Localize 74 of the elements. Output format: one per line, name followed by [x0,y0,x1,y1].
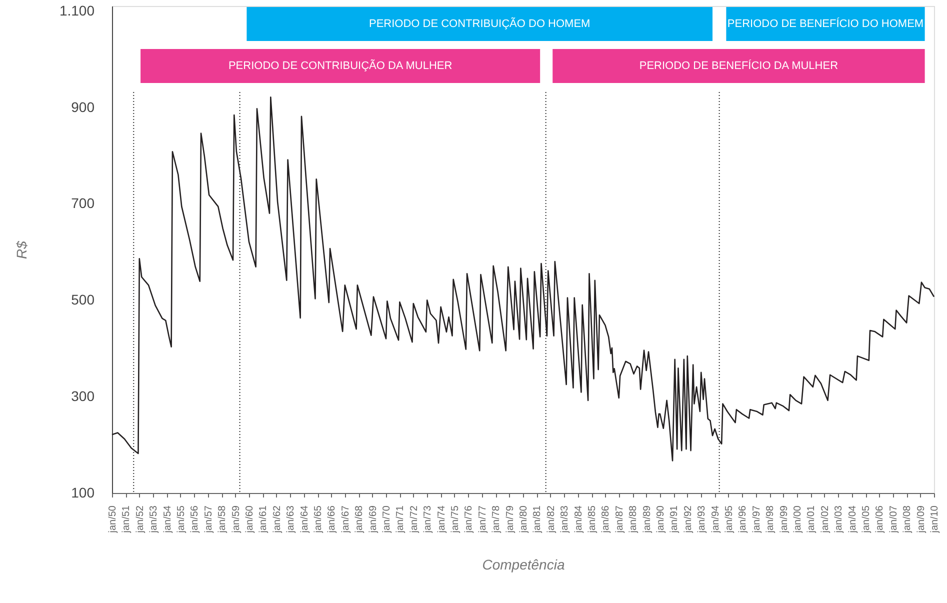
x-tick-label: jan/99 [778,505,790,534]
x-tick-label: jan/76 [464,505,475,534]
y-tick-label: 900 [71,98,95,115]
x-tick-label: jan/81 [532,505,544,534]
x-tick-label: jan/96 [738,505,749,534]
x-tick-label: jan/85 [587,505,598,534]
x-tick-label: jan/78 [491,505,502,534]
band-label: PERIODO DE BENEFÍCIO DO HOMEM [727,17,924,30]
x-tick-label: jan/61 [258,505,270,534]
x-tick-label: jan/83 [560,505,571,534]
x-tick-label: jan/56 [190,505,201,534]
x-tick-label: jan/03 [834,505,845,534]
x-tick-label: jan/97 [751,505,762,534]
x-axis-title: Competência [482,556,565,573]
x-tick-label: jan/06 [874,505,886,534]
x-tick-label: jan/70 [382,505,392,534]
x-tick-label: jan/90 [656,505,666,534]
x-tick-label: jan/75 [450,505,461,534]
x-tick-label: jan/74 [436,505,448,534]
x-tick-label: jan/08 [902,505,914,534]
x-tick-label: jan/82 [546,505,557,534]
band-label: PERIODO DE CONTRIBUIÇÃO DO HOMEM [368,17,590,30]
x-tick-label: jan/80 [518,505,530,534]
x-tick-label: jan/58 [217,505,228,534]
x-tick-label: jan/72 [408,505,420,534]
x-tick-label: jan/98 [765,505,776,534]
y-tick-label: 300 [71,388,95,404]
x-tick-label: jan/87 [614,505,626,534]
x-tick-label: jan/73 [422,505,434,534]
x-tick-label: jan/59 [230,505,242,534]
x-tick-label: jan/94 [710,505,722,534]
x-tick-label: jan/52 [134,505,146,534]
y-tick-label: 500 [71,292,95,308]
x-tick-label: jan/71 [395,505,406,534]
x-tick-label: jan/53 [148,505,160,534]
x-tick-label: jan/84 [573,505,584,534]
x-tick-label: jan/57 [203,505,214,534]
x-tick-label: jan/91 [669,505,680,534]
x-tick-label: jan/95 [724,505,735,534]
x-tick-label: jan/64 [299,505,310,534]
x-tick-label: jan/54 [162,505,174,534]
x-tick-label: jan/10 [930,505,940,534]
x-tick-label: jan/86 [600,505,612,534]
x-tick-label: jan/00 [792,505,804,534]
x-tick-label: jan/65 [313,505,324,534]
x-tick-label: jan/88 [628,505,640,534]
x-tick-label: jan/77 [477,505,488,534]
x-tick-label: jan/05 [861,505,872,534]
x-tick-label: jan/93 [696,505,708,534]
x-tick-label: jan/62 [272,505,283,534]
x-tick-label: jan/66 [326,505,338,534]
y-tick-label: 1.100 [59,2,95,18]
band-label: PERIODO DE BENEFÍCIO DA MULHER [639,59,838,72]
x-tick-label: jan/69 [368,505,379,534]
x-tick-label: jan/07 [888,505,900,534]
x-tick-label: jan/89 [642,505,653,534]
x-tick-label: jan/09 [916,505,927,534]
x-tick-label: jan/04 [847,505,858,534]
x-tick-label: jan/79 [504,505,516,534]
x-tick-label: jan/63 [286,505,297,534]
x-tick-label: jan/60 [244,505,256,534]
line-series [111,96,935,462]
y-tick-label: 100 [71,484,95,500]
x-tick-label: jan/51 [121,505,132,534]
y-tick-label: 700 [71,195,95,212]
x-tick-label: jan/50 [108,505,118,534]
x-tick-label: jan/55 [176,505,187,534]
x-tick-label: jan/02 [820,505,831,534]
x-tick-label: jan/67 [340,505,352,534]
y-axis-title: R$ [13,240,30,259]
x-tick-label: jan/01 [806,505,818,534]
band-label: PERIODO DE CONTRIBUIÇÃO DA MULHER [228,59,452,72]
x-tick-label: jan/68 [354,505,366,534]
x-tick-label: jan/92 [682,505,694,534]
